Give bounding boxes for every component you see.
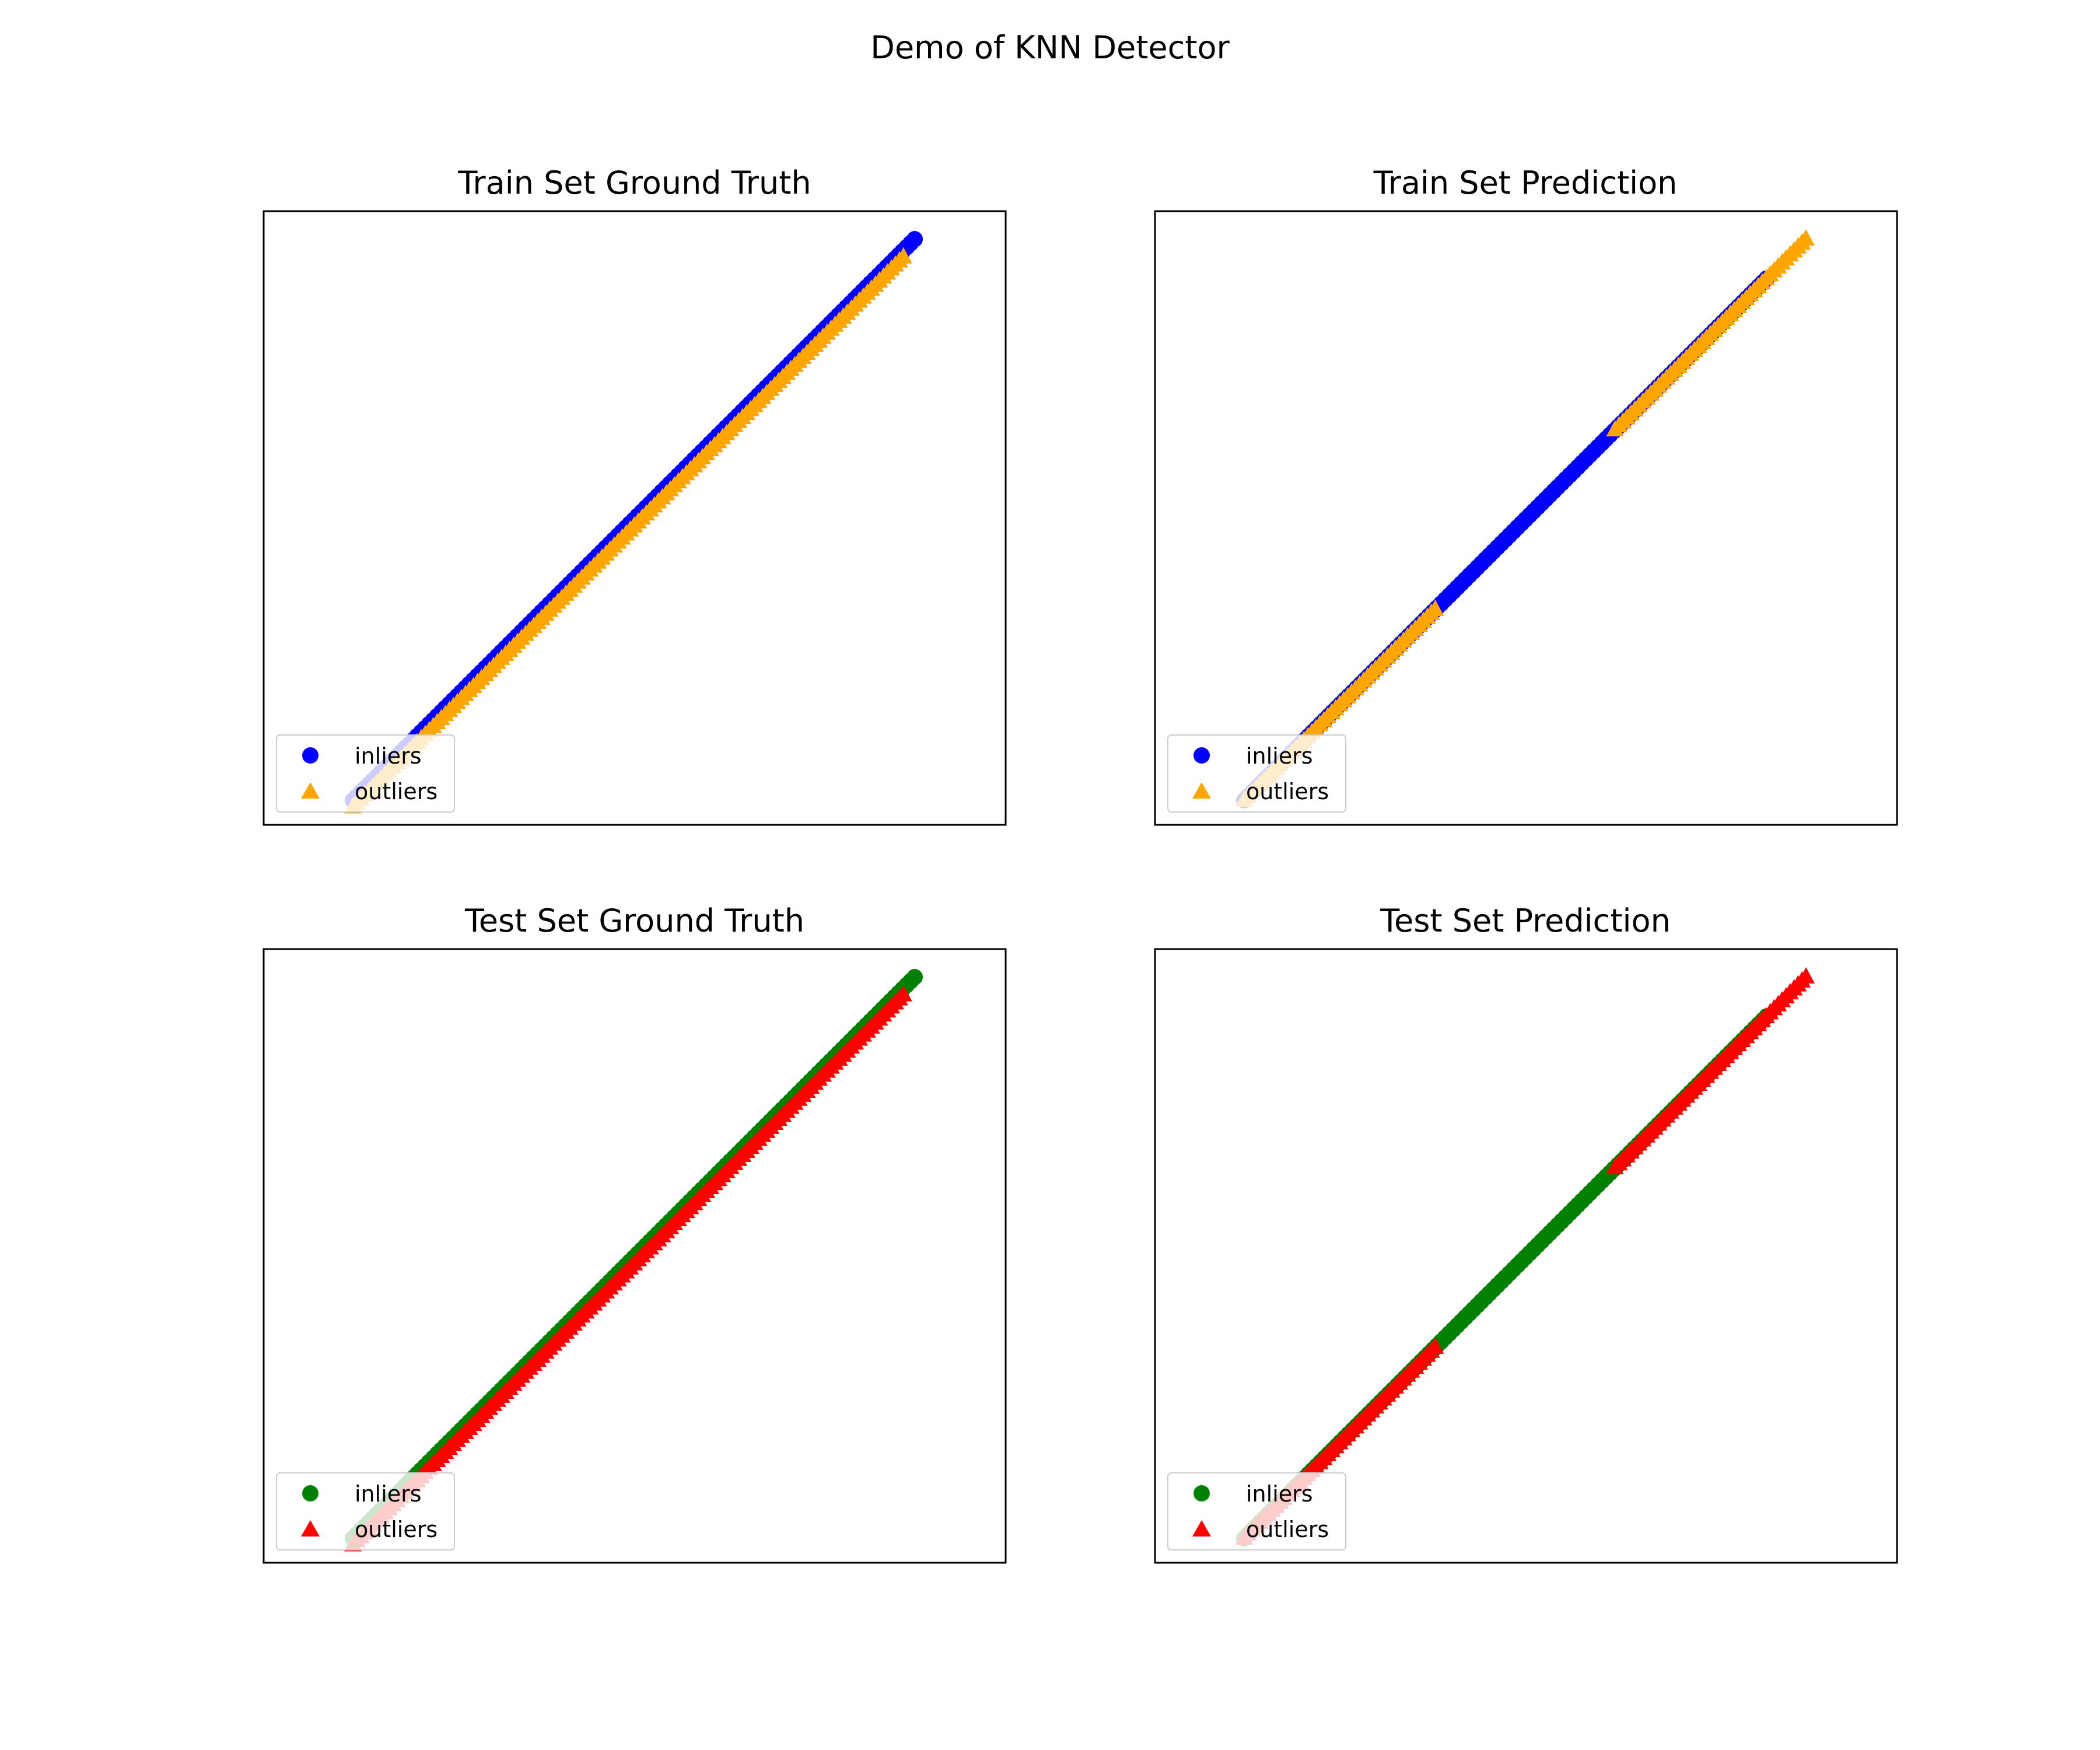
- legend-inliers-marker: [1194, 1485, 1210, 1502]
- legend-outliers-label: outliers: [355, 1517, 438, 1542]
- axes-frame: [262, 210, 1007, 826]
- legend-box: [1167, 734, 1346, 813]
- outlier-point: [1797, 229, 1815, 246]
- legend-inliers-label: inliers: [355, 743, 422, 769]
- legend-outliers-label: outliers: [355, 779, 438, 804]
- figure-suptitle: Demo of KNN Detector: [870, 29, 1230, 66]
- legend-inliers-label: inliers: [1246, 1481, 1313, 1507]
- subplot-train-ground-truth: Train Set Ground Truth inliers outliers: [262, 164, 1007, 826]
- plot-area: [344, 969, 923, 1552]
- axes-frame: [1154, 210, 1898, 826]
- plot-area: [344, 231, 923, 814]
- subplot-title: Train Set Ground Truth: [457, 164, 811, 201]
- subplot-title: Test Set Prediction: [1380, 902, 1671, 939]
- plot-area: [1236, 229, 1815, 808]
- legend-box: [1167, 1472, 1346, 1550]
- legend-inliers-marker: [302, 747, 318, 764]
- outlier-point: [1426, 599, 1444, 616]
- legend-outliers-marker: [301, 1520, 320, 1536]
- legend: inliers outliers: [276, 734, 455, 813]
- legend-outliers-marker: [301, 782, 320, 799]
- legend: inliers outliers: [1167, 734, 1346, 813]
- inlier-point: [907, 969, 923, 985]
- inlier-point: [907, 231, 923, 247]
- plot-area: [1236, 967, 1815, 1546]
- subplot-test-ground-truth: Test Set Ground Truth inliers outliers: [262, 902, 1007, 1564]
- outlier-point: [1426, 1337, 1444, 1354]
- subplot-title: Test Set Ground Truth: [464, 902, 804, 939]
- legend-inliers-label: inliers: [355, 1481, 422, 1507]
- outlier-point: [894, 985, 912, 1002]
- legend-outliers-label: outliers: [1246, 779, 1329, 804]
- axes-frame: [262, 948, 1007, 1564]
- outlier-point: [1797, 967, 1815, 984]
- legend-inliers-marker: [1194, 747, 1210, 764]
- legend-outliers-marker: [1192, 782, 1211, 799]
- legend-outliers-label: outliers: [1246, 1517, 1329, 1542]
- legend-box: [276, 734, 455, 813]
- legend-outliers-marker: [1192, 1520, 1211, 1536]
- subplot-test-prediction: Test Set Prediction inliers outliers: [1154, 902, 1898, 1564]
- legend: inliers outliers: [276, 1472, 455, 1550]
- legend-inliers-marker: [302, 1485, 318, 1502]
- outlier-point: [894, 247, 912, 264]
- legend-box: [276, 1472, 455, 1550]
- subplot-train-prediction: Train Set Prediction inliers outliers: [1154, 164, 1898, 826]
- legend-inliers-label: inliers: [1246, 743, 1313, 769]
- axes-frame: [1154, 948, 1898, 1564]
- subplot-title: Train Set Prediction: [1373, 164, 1678, 201]
- legend: inliers outliers: [1167, 1472, 1346, 1550]
